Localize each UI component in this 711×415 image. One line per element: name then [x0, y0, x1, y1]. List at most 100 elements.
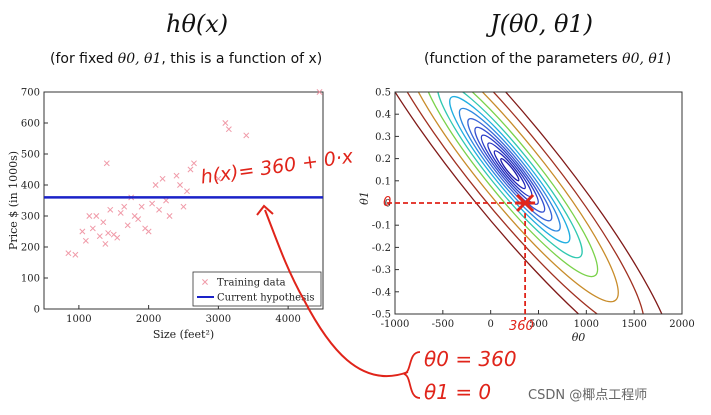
contour-level-line: [467, 117, 553, 222]
training-data-point: [215, 175, 222, 182]
training-data-point: [114, 234, 121, 241]
right-y-tick-label: 0.1: [375, 176, 391, 187]
theta1-equation-annotation: θ1 = 0: [424, 380, 492, 404]
training-data-point: [159, 175, 166, 182]
right-y-tick-label: 0.2: [375, 154, 391, 165]
right-subtitle-suffix: ): [665, 51, 672, 67]
right-y-axis-label: θ1: [358, 191, 371, 205]
training-data-point: [222, 120, 229, 126]
left-x-axis-label: Size (feet²): [153, 328, 214, 341]
left-y-tick-label: 700: [21, 88, 40, 99]
right-subtitle-prefix: (function of the parameters: [424, 51, 623, 67]
right-y-tick-label: -0.3: [372, 265, 391, 276]
training-data-point: [187, 166, 194, 173]
right-y-tick-label: -0.4: [372, 287, 391, 298]
annotation-arrow: [264, 209, 409, 378]
contour-level-line: [500, 158, 520, 182]
training-data-point: [156, 206, 163, 213]
training-data-point: [89, 225, 96, 232]
training-data-point: [152, 182, 159, 188]
marked-parameter-point: [515, 193, 536, 213]
left-y-tick-label: 200: [21, 243, 40, 254]
contour-level-line: [458, 107, 561, 232]
contour-level-line: [449, 95, 571, 244]
right-x-tick-label: 1000: [574, 319, 599, 330]
training-data-point: [138, 203, 145, 210]
left-x-tick-label: 3000: [206, 314, 231, 325]
right-x-tick-label: 1500: [621, 319, 646, 330]
right-y-tick-label: 0.5: [375, 88, 391, 99]
contour-level-line: [395, 92, 645, 314]
training-data-point: [149, 200, 156, 207]
right-x-tick-label: 2000: [669, 319, 694, 330]
training-data-point: [163, 197, 170, 204]
theta0-axis-mark: 360: [509, 319, 534, 334]
training-data-point: [96, 233, 103, 240]
training-data-point: [173, 172, 180, 179]
training-data-point: [100, 219, 107, 226]
left-subtitle: (for fixed θ0, θ1, this is a function of…: [50, 51, 322, 67]
training-data-point: [117, 209, 124, 216]
left-y-axis-label: Price $ (in 1000s): [7, 151, 20, 250]
right-subtitle: (function of the parameters θ0, θ1): [424, 51, 671, 67]
right-subtitle-math: θ0, θ1: [622, 51, 666, 67]
training-data-point: [82, 237, 89, 244]
annotation-arrowhead: [256, 204, 274, 216]
training-data-point: [145, 228, 152, 235]
left-x-tick-label: 1000: [66, 314, 91, 325]
left-y-tick-label: 500: [21, 150, 40, 161]
theta1-axis-mark: 0: [383, 195, 392, 210]
training-data-point: [107, 206, 114, 213]
right-title: J(θ0, θ1): [490, 10, 594, 38]
training-data-point: [135, 216, 142, 223]
contour-lines-group: [395, 92, 676, 314]
training-data-point: [225, 126, 232, 133]
contour-level-line: [421, 92, 599, 278]
contour-level-line: [436, 92, 583, 259]
left-x-tick-label: 4000: [275, 314, 300, 325]
watermark: CSDN @椰点工程师: [528, 388, 648, 403]
right-y-tick-label: 0.4: [375, 110, 391, 121]
contour-level-line: [493, 150, 526, 190]
left-legend-box: [192, 271, 322, 307]
training-data-point: [72, 251, 79, 258]
left-subtitle-prefix: (for fixed: [50, 51, 118, 67]
right-y-tick-label: -0.5: [372, 310, 391, 321]
left-y-tick-label: 0: [34, 305, 40, 316]
left-x-tick-label: 2000: [136, 314, 161, 325]
contour-level-line: [400, 92, 619, 303]
training-data-point: [105, 230, 112, 237]
legend-training-marker: [202, 279, 208, 285]
training-data-point: [121, 203, 128, 210]
theta0-equation-annotation: θ0 = 360: [424, 347, 517, 371]
right-x-tick-label: -500: [432, 319, 454, 330]
right-y-tick-label: 0.3: [375, 132, 391, 143]
training-data-point: [79, 228, 86, 235]
left-y-tick-label: 300: [21, 212, 40, 223]
left-y-tick-label: 100: [21, 274, 40, 285]
training-data-point: [166, 213, 173, 219]
training-data-point: [191, 160, 197, 167]
training-data-point: [102, 240, 109, 247]
right-x-tick-label: 500: [529, 319, 548, 330]
training-data-point: [180, 203, 187, 210]
contour-level-line: [395, 92, 676, 314]
training-data-point: [103, 160, 110, 167]
left-title: hθ(x): [166, 10, 229, 38]
legend-training-label: Training data: [217, 278, 286, 289]
left-subtitle-math: θ0, θ1: [117, 51, 162, 67]
training-data-point: [184, 188, 190, 195]
legend-hypothesis-label: Current hypothesis: [217, 293, 315, 304]
right-y-tick-label: 0: [385, 199, 391, 210]
contour-level-line: [480, 134, 539, 205]
training-data-point: [243, 132, 250, 139]
right-y-tick-label: -0.1: [372, 221, 391, 232]
training-data-point: [124, 222, 131, 229]
training-data-point: [86, 213, 93, 219]
training-data-point: [93, 213, 100, 219]
training-data-point: [65, 250, 72, 257]
right-x-tick-label: 0: [487, 319, 493, 330]
contour-level-line: [474, 126, 546, 213]
